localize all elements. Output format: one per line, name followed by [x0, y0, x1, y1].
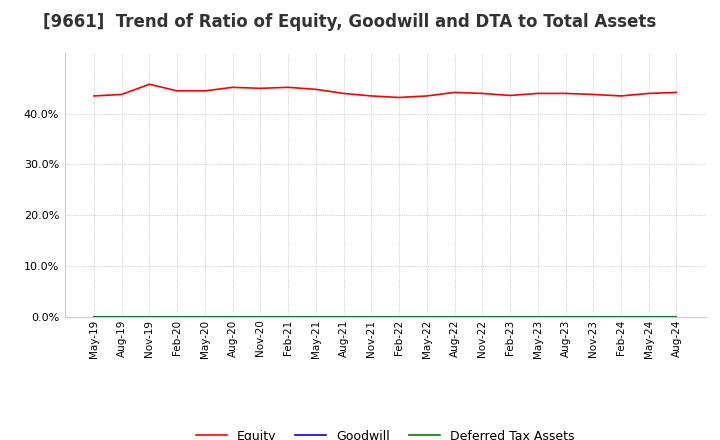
Deferred Tax Assets — [145, 314, 154, 319]
Deferred Tax Assets — [312, 314, 320, 319]
Deferred Tax Assets — [228, 314, 237, 319]
Equity — [89, 93, 98, 99]
Goodwill — [395, 314, 403, 319]
Equity — [256, 86, 265, 91]
Equity — [478, 91, 487, 96]
Goodwill — [145, 314, 154, 319]
Deferred Tax Assets — [450, 314, 459, 319]
Goodwill — [256, 314, 265, 319]
Goodwill — [423, 314, 431, 319]
Deferred Tax Assets — [616, 314, 625, 319]
Equity — [228, 84, 237, 90]
Equity — [589, 92, 598, 97]
Deferred Tax Assets — [201, 314, 210, 319]
Equity — [561, 91, 570, 96]
Goodwill — [173, 314, 181, 319]
Deferred Tax Assets — [256, 314, 265, 319]
Equity — [173, 88, 181, 94]
Goodwill — [478, 314, 487, 319]
Goodwill — [450, 314, 459, 319]
Deferred Tax Assets — [644, 314, 653, 319]
Equity — [284, 84, 292, 90]
Equity — [644, 91, 653, 96]
Deferred Tax Assets — [367, 314, 376, 319]
Deferred Tax Assets — [89, 314, 98, 319]
Deferred Tax Assets — [117, 314, 126, 319]
Deferred Tax Assets — [173, 314, 181, 319]
Goodwill — [589, 314, 598, 319]
Equity — [505, 93, 514, 98]
Deferred Tax Assets — [505, 314, 514, 319]
Line: Equity: Equity — [94, 84, 677, 98]
Equity — [312, 87, 320, 92]
Goodwill — [312, 314, 320, 319]
Goodwill — [561, 314, 570, 319]
Equity — [145, 82, 154, 87]
Equity — [117, 92, 126, 97]
Equity — [534, 91, 542, 96]
Goodwill — [616, 314, 625, 319]
Goodwill — [672, 314, 681, 319]
Goodwill — [117, 314, 126, 319]
Goodwill — [534, 314, 542, 319]
Goodwill — [201, 314, 210, 319]
Deferred Tax Assets — [561, 314, 570, 319]
Equity — [450, 90, 459, 95]
Goodwill — [644, 314, 653, 319]
Equity — [423, 93, 431, 99]
Equity — [395, 95, 403, 100]
Goodwill — [339, 314, 348, 319]
Deferred Tax Assets — [589, 314, 598, 319]
Goodwill — [228, 314, 237, 319]
Goodwill — [284, 314, 292, 319]
Equity — [201, 88, 210, 94]
Deferred Tax Assets — [423, 314, 431, 319]
Equity — [672, 90, 681, 95]
Equity — [367, 93, 376, 99]
Deferred Tax Assets — [672, 314, 681, 319]
Goodwill — [89, 314, 98, 319]
Deferred Tax Assets — [339, 314, 348, 319]
Deferred Tax Assets — [478, 314, 487, 319]
Equity — [616, 93, 625, 99]
Goodwill — [505, 314, 514, 319]
Legend: Equity, Goodwill, Deferred Tax Assets: Equity, Goodwill, Deferred Tax Assets — [191, 425, 580, 440]
Goodwill — [367, 314, 376, 319]
Deferred Tax Assets — [284, 314, 292, 319]
Text: [9661]  Trend of Ratio of Equity, Goodwill and DTA to Total Assets: [9661] Trend of Ratio of Equity, Goodwil… — [43, 13, 657, 31]
Deferred Tax Assets — [534, 314, 542, 319]
Deferred Tax Assets — [395, 314, 403, 319]
Equity — [339, 91, 348, 96]
